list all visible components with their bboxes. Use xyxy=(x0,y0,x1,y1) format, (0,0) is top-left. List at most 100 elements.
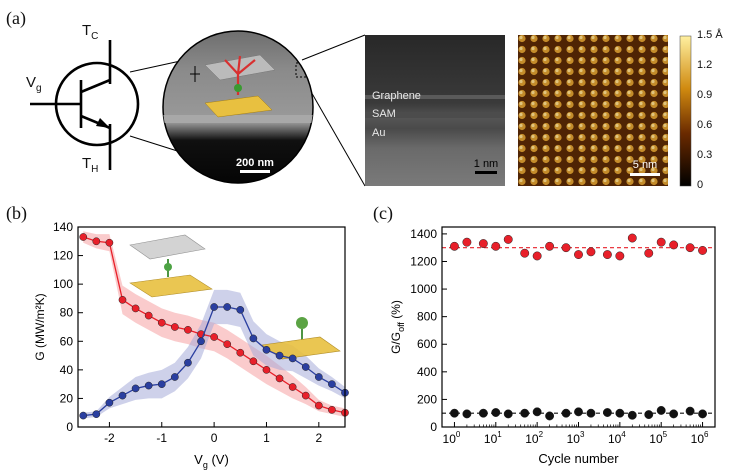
point-series-0-12 xyxy=(236,348,245,357)
xtick-label-b-4: 2 xyxy=(315,431,322,445)
point-c-series-1-4 xyxy=(503,409,513,419)
point-series-1-17 xyxy=(301,363,310,371)
colorbar-tick-5: 0 xyxy=(697,179,704,191)
xtick-label-c-4: 104 xyxy=(608,430,626,446)
point-c-series-1-11 xyxy=(602,408,612,417)
point-series-0-8 xyxy=(184,326,192,334)
point-c-series-1-1 xyxy=(462,409,472,419)
point-series-1-1 xyxy=(92,410,101,418)
label-vg: Vg xyxy=(26,74,42,94)
ytick-label-b-4: 80 xyxy=(60,306,74,320)
ytick-label-b-7: 140 xyxy=(53,220,73,234)
transistor-symbol xyxy=(30,40,140,170)
point-c-series-1-6 xyxy=(532,407,542,417)
point-c-series-0-2 xyxy=(478,239,488,249)
panel-label-a: (a) xyxy=(6,8,26,28)
afm-colorbar xyxy=(679,35,692,187)
point-series-1-16 xyxy=(288,354,297,363)
point-series-0-13 xyxy=(249,357,258,366)
sem-scale-label: 200 nm xyxy=(236,157,274,169)
colorbar-tick-0: 1.5 Å xyxy=(697,29,723,41)
point-series-1-3 xyxy=(118,391,127,400)
ytick-label-c-0: 0 xyxy=(430,420,437,434)
xtick-label-b-1: -1 xyxy=(156,431,167,445)
ytick-label-c-6: 1200 xyxy=(410,254,437,268)
point-series-0-11 xyxy=(223,340,232,348)
point-series-0-0 xyxy=(79,233,88,241)
point-c-series-0-3 xyxy=(491,241,501,251)
ytick-label-c-7: 1400 xyxy=(410,227,437,241)
point-series-1-6 xyxy=(157,380,166,388)
point-series-0-19 xyxy=(328,406,336,414)
point-c-series-1-12 xyxy=(615,408,625,418)
point-c-series-1-18 xyxy=(698,409,708,419)
point-series-0-15 xyxy=(275,374,284,383)
ylabel-c: G/Goff (%) xyxy=(389,300,406,354)
tem-layer-au: Au xyxy=(372,127,385,139)
point-c-series-0-12 xyxy=(615,251,625,261)
point-c-series-0-15 xyxy=(656,237,666,247)
point-series-1-5 xyxy=(144,381,153,390)
point-c-series-0-14 xyxy=(644,248,654,258)
point-series-0-16 xyxy=(288,383,297,391)
label-tc: TC xyxy=(82,22,99,42)
point-series-1-14 xyxy=(262,346,271,354)
point-series-0-6 xyxy=(157,318,166,327)
point-c-series-0-16 xyxy=(669,240,679,250)
panel-label-c: (c) xyxy=(373,203,393,223)
ytick-label-c-2: 400 xyxy=(417,365,437,379)
point-series-0-10 xyxy=(210,333,218,341)
point-c-series-0-9 xyxy=(574,250,583,260)
ytick-label-b-0: 0 xyxy=(66,420,73,434)
panel-label-b: (b) xyxy=(6,203,27,223)
ytick-label-b-3: 60 xyxy=(60,334,74,348)
point-c-series-1-16 xyxy=(669,409,679,419)
point-series-1-15 xyxy=(275,351,284,360)
point-series-1-12 xyxy=(236,306,245,314)
point-c-series-1-9 xyxy=(574,407,583,417)
xtick-label-c-6: 106 xyxy=(691,430,709,446)
point-c-series-0-18 xyxy=(698,245,708,255)
point-series-0-2 xyxy=(105,238,114,247)
ytick-label-b-1: 20 xyxy=(60,391,74,405)
tem-layer-graphene: Graphene xyxy=(372,90,421,102)
point-series-1-4 xyxy=(131,384,140,393)
ytick-label-c-1: 200 xyxy=(417,392,437,406)
point-series-0-18 xyxy=(314,401,323,410)
xtick-label-c-3: 103 xyxy=(567,430,585,446)
ytick-label-c-5: 1000 xyxy=(410,282,437,296)
chart-b-frame xyxy=(77,226,346,428)
inset-graphene-sam xyxy=(129,234,213,298)
point-c-series-0-1 xyxy=(462,237,472,247)
ylabel-b: G (MW/m²K) xyxy=(33,293,47,360)
point-c-series-1-17 xyxy=(685,406,695,416)
point-series-0-17 xyxy=(301,391,310,400)
point-c-series-0-6 xyxy=(532,251,542,261)
label-th: TH xyxy=(82,155,99,175)
point-series-0-4 xyxy=(131,304,140,313)
point-series-0-5 xyxy=(144,311,153,320)
point-series-1-18 xyxy=(314,373,323,381)
colorbar-tick-1: 1.2 xyxy=(697,59,713,71)
point-c-series-0-7 xyxy=(545,241,555,251)
tem-layer-sam: SAM xyxy=(372,108,396,120)
point-series-1-11 xyxy=(223,303,232,311)
xtick-label-b-2: 0 xyxy=(211,431,218,445)
afm-image xyxy=(518,35,668,186)
colorbar-tick-2: 0.9 xyxy=(697,89,713,101)
ytick-label-b-2: 40 xyxy=(60,363,74,377)
point-c-series-1-0 xyxy=(449,408,459,418)
ytick-label-b-6: 120 xyxy=(53,249,73,263)
tem-scale-label: 1 nm xyxy=(474,158,498,170)
xlabel-b: Vg (V) xyxy=(194,452,229,470)
point-series-1-7 xyxy=(171,373,179,381)
chart-c: 100 101 102 103 104 105 106 0 200 400 600 800 1000 12… xyxy=(389,226,716,466)
colorbar-tick-4: 0.3 xyxy=(697,149,713,161)
point-series-0-1 xyxy=(92,237,101,246)
ytick-label-b-5: 100 xyxy=(53,277,73,291)
point-c-series-0-13 xyxy=(627,233,637,243)
colorbar-tick-3: 0.6 xyxy=(697,119,713,131)
point-series-0-3 xyxy=(118,296,127,304)
xtick-label-c-1: 101 xyxy=(484,430,502,446)
point-c-series-1-15 xyxy=(656,405,666,415)
